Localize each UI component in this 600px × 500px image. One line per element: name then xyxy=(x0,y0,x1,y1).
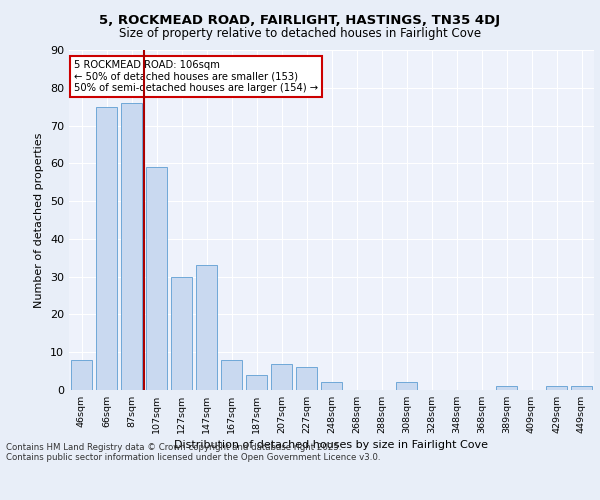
Bar xyxy=(496,386,517,390)
Bar xyxy=(146,167,167,390)
Bar xyxy=(546,386,567,390)
Bar xyxy=(571,386,592,390)
Bar xyxy=(296,368,317,390)
Bar xyxy=(96,106,117,390)
Bar xyxy=(71,360,92,390)
Bar xyxy=(171,276,192,390)
Text: Contains HM Land Registry data © Crown copyright and database right 2025.: Contains HM Land Registry data © Crown c… xyxy=(6,442,341,452)
Bar xyxy=(221,360,242,390)
Bar xyxy=(246,375,267,390)
Y-axis label: Number of detached properties: Number of detached properties xyxy=(34,132,44,308)
Bar xyxy=(196,266,217,390)
Bar xyxy=(396,382,417,390)
Bar xyxy=(271,364,292,390)
Text: Size of property relative to detached houses in Fairlight Cove: Size of property relative to detached ho… xyxy=(119,27,481,40)
Bar xyxy=(121,103,142,390)
Text: 5, ROCKMEAD ROAD, FAIRLIGHT, HASTINGS, TN35 4DJ: 5, ROCKMEAD ROAD, FAIRLIGHT, HASTINGS, T… xyxy=(100,14,500,27)
Text: Contains public sector information licensed under the Open Government Licence v3: Contains public sector information licen… xyxy=(6,452,380,462)
Text: 5 ROCKMEAD ROAD: 106sqm
← 50% of detached houses are smaller (153)
50% of semi-d: 5 ROCKMEAD ROAD: 106sqm ← 50% of detache… xyxy=(74,60,319,94)
X-axis label: Distribution of detached houses by size in Fairlight Cove: Distribution of detached houses by size … xyxy=(175,440,488,450)
Bar xyxy=(321,382,342,390)
